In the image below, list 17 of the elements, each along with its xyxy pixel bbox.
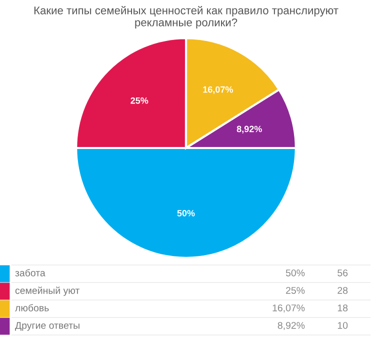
legend-label: любовь — [15, 304, 49, 312]
text: 18 — [338, 304, 348, 312]
data-label: 25% — [130, 97, 148, 104]
data-label: 50% — [286, 269, 305, 276]
text: 16,07% — [272, 304, 305, 313]
data-label: 16,07% — [203, 86, 233, 94]
chart-title: Какие типы семейных ценностей как правило транслируют рекламные ролики? — [34, 6, 338, 29]
text: 56 — [338, 269, 348, 276]
legend-label: Другие ответы — [15, 322, 80, 331]
text: 8,92% — [278, 322, 305, 330]
legend-label: семейный уют — [15, 286, 80, 296]
data-label: 8,92% — [236, 126, 262, 134]
text: 28 — [338, 286, 348, 294]
text: 10 — [338, 322, 348, 329]
text: 25% — [286, 286, 305, 294]
legend-label: забота — [15, 269, 46, 276]
text: 50% — [177, 210, 195, 216]
